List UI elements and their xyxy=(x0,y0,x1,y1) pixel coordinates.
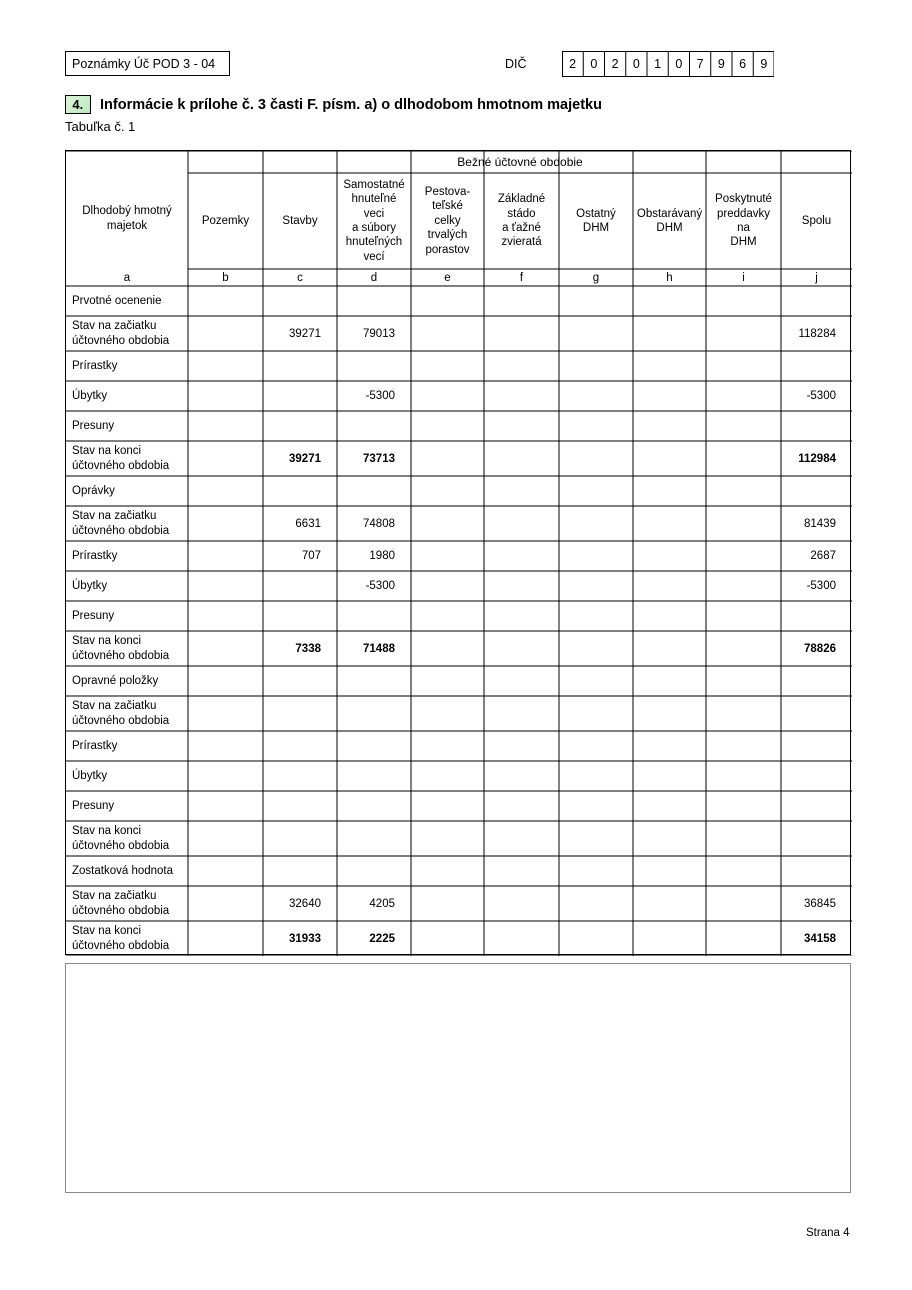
svg-text:9: 9 xyxy=(760,57,767,71)
svg-text:7: 7 xyxy=(696,57,703,71)
svg-text:1: 1 xyxy=(654,57,661,71)
svg-text:2: 2 xyxy=(611,57,618,71)
svg-text:9: 9 xyxy=(718,57,725,71)
svg-text:0: 0 xyxy=(633,57,640,71)
svg-text:0: 0 xyxy=(675,57,682,71)
svg-text:0: 0 xyxy=(590,57,597,71)
svg-text:2: 2 xyxy=(569,57,576,71)
svg-text:6: 6 xyxy=(739,57,746,71)
